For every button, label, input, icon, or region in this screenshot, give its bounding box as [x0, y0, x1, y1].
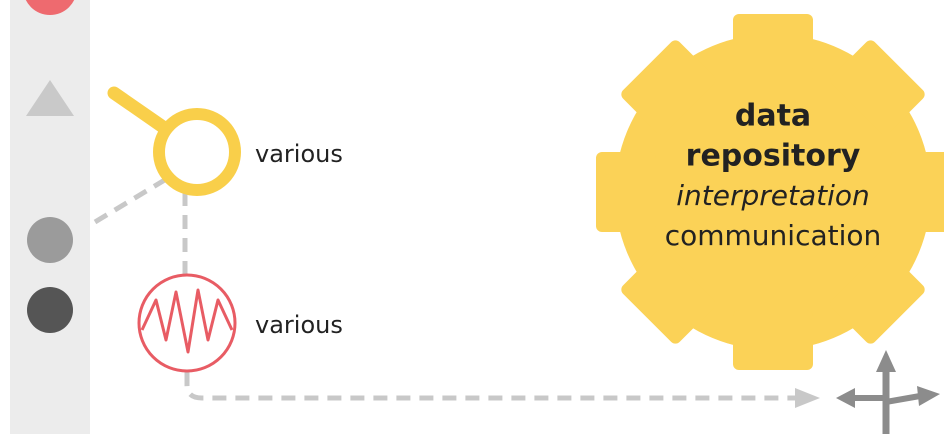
gear: [596, 14, 944, 370]
repo-line: interpretation: [676, 179, 870, 212]
dark-dot: [27, 287, 73, 333]
signal-icon: [137, 273, 237, 373]
repo-line: data: [735, 99, 811, 134]
node-label: various: [255, 140, 343, 168]
magnifier: [107, 86, 241, 196]
gray-dot: [27, 217, 73, 263]
red-dot: [25, 0, 75, 15]
connectors: [93, 175, 795, 401]
signpost: [836, 350, 940, 434]
repo-line: communication: [665, 219, 882, 252]
repo-line: repository: [686, 139, 861, 174]
node-label: various: [255, 311, 343, 339]
arrow-head: [795, 388, 820, 408]
triangle: [26, 80, 74, 116]
